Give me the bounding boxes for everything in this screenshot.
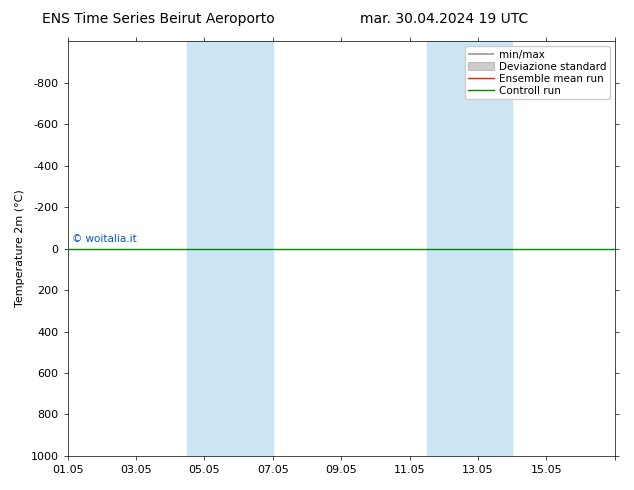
Text: © woitalia.it: © woitalia.it — [72, 234, 136, 245]
Text: mar. 30.04.2024 19 UTC: mar. 30.04.2024 19 UTC — [359, 12, 528, 26]
Text: ENS Time Series Beirut Aeroporto: ENS Time Series Beirut Aeroporto — [42, 12, 275, 26]
Bar — [187, 41, 273, 456]
Legend: min/max, Deviazione standard, Ensemble mean run, Controll run: min/max, Deviazione standard, Ensemble m… — [465, 47, 610, 99]
Y-axis label: Temperature 2m (°C): Temperature 2m (°C) — [15, 190, 25, 307]
Bar — [427, 41, 512, 456]
